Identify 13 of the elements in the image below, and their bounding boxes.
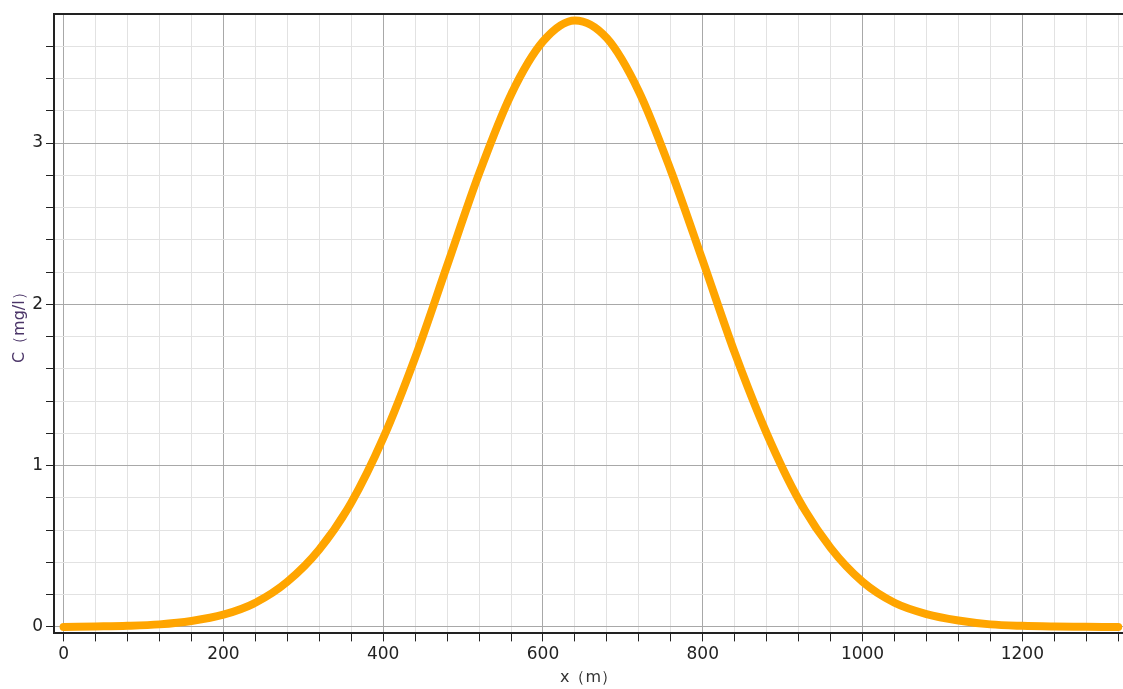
- x-tick-label: 0: [58, 643, 70, 664]
- y-tick-label: 1: [32, 454, 44, 475]
- y-tick-label: 2: [32, 292, 44, 313]
- x-axis-title: x（m）: [559, 666, 618, 686]
- y-tick-label: 0: [32, 615, 44, 636]
- x-tick-label: 1200: [1000, 643, 1044, 664]
- x-tick-label: 1000: [840, 643, 885, 664]
- y-tick-label: 3: [32, 131, 44, 152]
- y-axis-title: C（mg/l）: [8, 284, 28, 364]
- x-tick-label: 800: [686, 643, 719, 664]
- x-tick-label: 400: [366, 643, 400, 664]
- x-tick-label: 200: [207, 643, 240, 664]
- x-tick-label: 600: [526, 643, 560, 664]
